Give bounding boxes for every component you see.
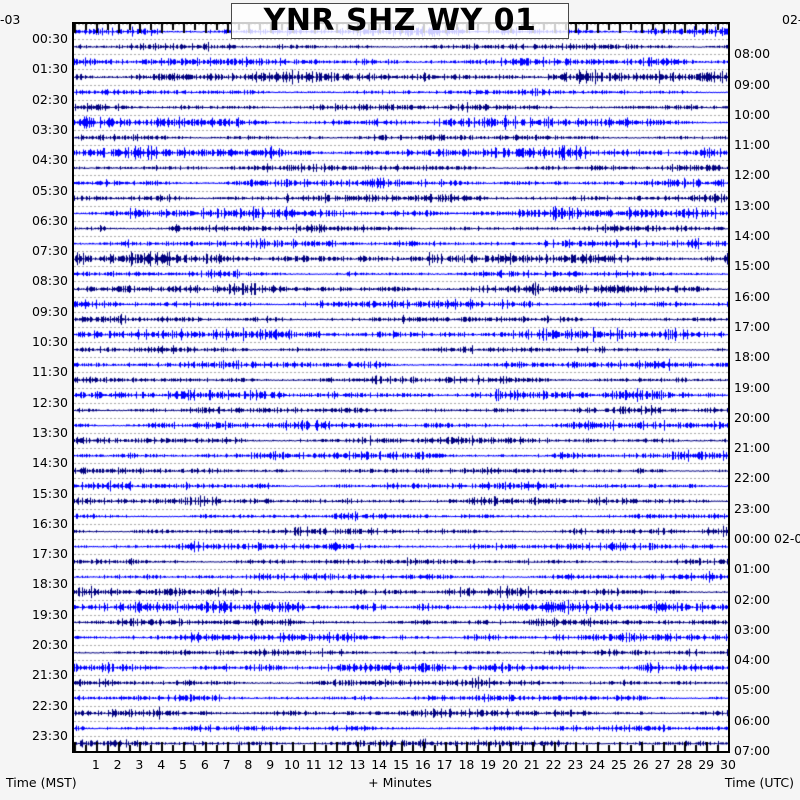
right-tick-5: 13:00 xyxy=(734,197,771,213)
x-tick-5: 5 xyxy=(179,757,187,772)
left-tick-20: 20:30 xyxy=(31,636,68,652)
x-tick-9: 9 xyxy=(266,757,275,772)
x-tick-3: 3 xyxy=(135,757,144,772)
right-tick-4: 12:00 xyxy=(734,167,771,183)
left-tick-5: 05:30 xyxy=(31,182,68,198)
right-tick-10: 18:00 xyxy=(734,349,771,365)
x-tick-17: 17 xyxy=(436,757,453,772)
left-tick-12: 12:30 xyxy=(31,394,68,410)
corner-date-right: 02-0 xyxy=(782,12,800,27)
right-tick-2: 10:00 xyxy=(734,106,771,122)
corner-date-left: 2-03 xyxy=(0,12,21,27)
left-tick-2: 02:30 xyxy=(31,91,68,107)
x-tick-27: 27 xyxy=(654,757,671,772)
left-tick-6: 06:30 xyxy=(31,212,68,228)
right-tick-18: 02:00 xyxy=(734,591,771,607)
left-tick-17: 17:30 xyxy=(31,546,68,562)
right-tick-6: 14:00 xyxy=(734,228,771,244)
right-tick-1: 09:00 xyxy=(734,76,771,92)
left-tick-0: 00:30 xyxy=(31,31,68,47)
right-tick-22: 06:00 xyxy=(734,712,771,728)
x-tick-4: 4 xyxy=(157,757,166,772)
left-tick-23: 23:30 xyxy=(31,727,68,743)
right-time-axis: 08:00 09:00 10:00 11:00 12:00 13:00 14:00 15:00… xyxy=(732,22,800,757)
helicorder-plot-area[interactable] xyxy=(72,22,730,753)
x-tick-7: 7 xyxy=(222,757,231,772)
left-tick-16: 16:30 xyxy=(31,515,68,531)
right-tick-21: 05:00 xyxy=(734,682,771,698)
x-tick-25: 25 xyxy=(611,757,627,772)
left-tick-10: 10:30 xyxy=(31,334,68,350)
x-tick-23: 23 xyxy=(567,757,584,772)
right-tick-16: 00:00 02-04 xyxy=(734,530,800,546)
minutes-axis: 1 2 3 4 5 6 7 8 9 10 11 12 13 14 15 16 17 18 19 20 21 22 23 24 2… xyxy=(72,757,736,773)
x-tick-20: 20 xyxy=(502,757,518,772)
left-tick-4: 04:30 xyxy=(31,152,68,168)
left-tick-18: 18:30 xyxy=(31,576,68,592)
right-tick-0: 08:00 xyxy=(734,46,771,62)
right-tick-8: 16:00 xyxy=(734,288,771,304)
x-tick-1: 1 xyxy=(91,757,100,772)
x-tick-28: 28 xyxy=(676,757,693,772)
axis-caption-mst: Time (MST) xyxy=(6,775,77,790)
right-tick-23: 07:00 xyxy=(734,743,771,758)
right-tick-11: 19:00 xyxy=(734,379,771,395)
left-tick-21: 21:30 xyxy=(31,667,68,683)
x-tick-15: 15 xyxy=(393,757,409,772)
left-tick-22: 22:30 xyxy=(31,697,68,713)
x-tick-6: 6 xyxy=(200,757,209,772)
page-title: YNR SHZ WY 01 xyxy=(231,3,569,39)
right-tick-20: 04:00 xyxy=(734,652,771,668)
right-tick-14: 22:00 xyxy=(734,470,771,486)
x-tick-10: 10 xyxy=(284,757,300,772)
x-tick-18: 18 xyxy=(458,757,475,772)
x-tick-14: 14 xyxy=(371,757,388,772)
left-tick-1: 01:30 xyxy=(31,61,68,77)
left-tick-3: 03:30 xyxy=(31,122,68,138)
x-tick-30: 30 xyxy=(720,757,736,772)
axis-caption-minutes: + Minutes xyxy=(368,775,432,790)
right-tick-15: 23:00 xyxy=(734,500,771,516)
x-tick-26: 26 xyxy=(632,757,649,772)
right-tick-12: 20:00 xyxy=(734,409,771,425)
x-tick-13: 13 xyxy=(349,757,366,772)
left-tick-19: 19:30 xyxy=(31,606,68,622)
right-tick-17: 01:00 xyxy=(734,561,771,577)
x-tick-16: 16 xyxy=(414,757,431,772)
left-tick-8: 08:30 xyxy=(31,273,68,289)
right-tick-13: 21:00 xyxy=(734,440,771,456)
x-tick-24: 24 xyxy=(589,757,606,772)
left-tick-9: 09:30 xyxy=(31,303,68,319)
right-tick-7: 15:00 xyxy=(734,258,771,274)
left-tick-11: 11:30 xyxy=(31,364,68,380)
x-tick-19: 19 xyxy=(480,757,497,772)
x-tick-12: 12 xyxy=(327,757,344,772)
x-tick-21: 21 xyxy=(523,757,540,772)
right-tick-3: 11:00 xyxy=(734,137,771,153)
right-tick-9: 17:00 xyxy=(734,318,771,334)
x-tick-22: 22 xyxy=(545,757,562,772)
left-tick-13: 13:30 xyxy=(31,424,68,440)
axis-caption-utc: Time (UTC) xyxy=(724,775,794,790)
x-tick-11: 11 xyxy=(305,757,322,772)
left-tick-14: 14:30 xyxy=(31,455,68,471)
left-tick-7: 07:30 xyxy=(31,243,68,259)
left-time-axis: 00:30 01:30 02:30 03:30 04:30 05:30 06:30 07:30… xyxy=(0,22,70,753)
seismic-trace-canvas xyxy=(74,24,728,751)
x-tick-29: 29 xyxy=(698,757,715,772)
x-tick-8: 8 xyxy=(244,757,253,772)
x-tick-2: 2 xyxy=(113,757,122,772)
left-tick-15: 15:30 xyxy=(31,485,68,501)
right-tick-19: 03:00 xyxy=(734,621,771,637)
